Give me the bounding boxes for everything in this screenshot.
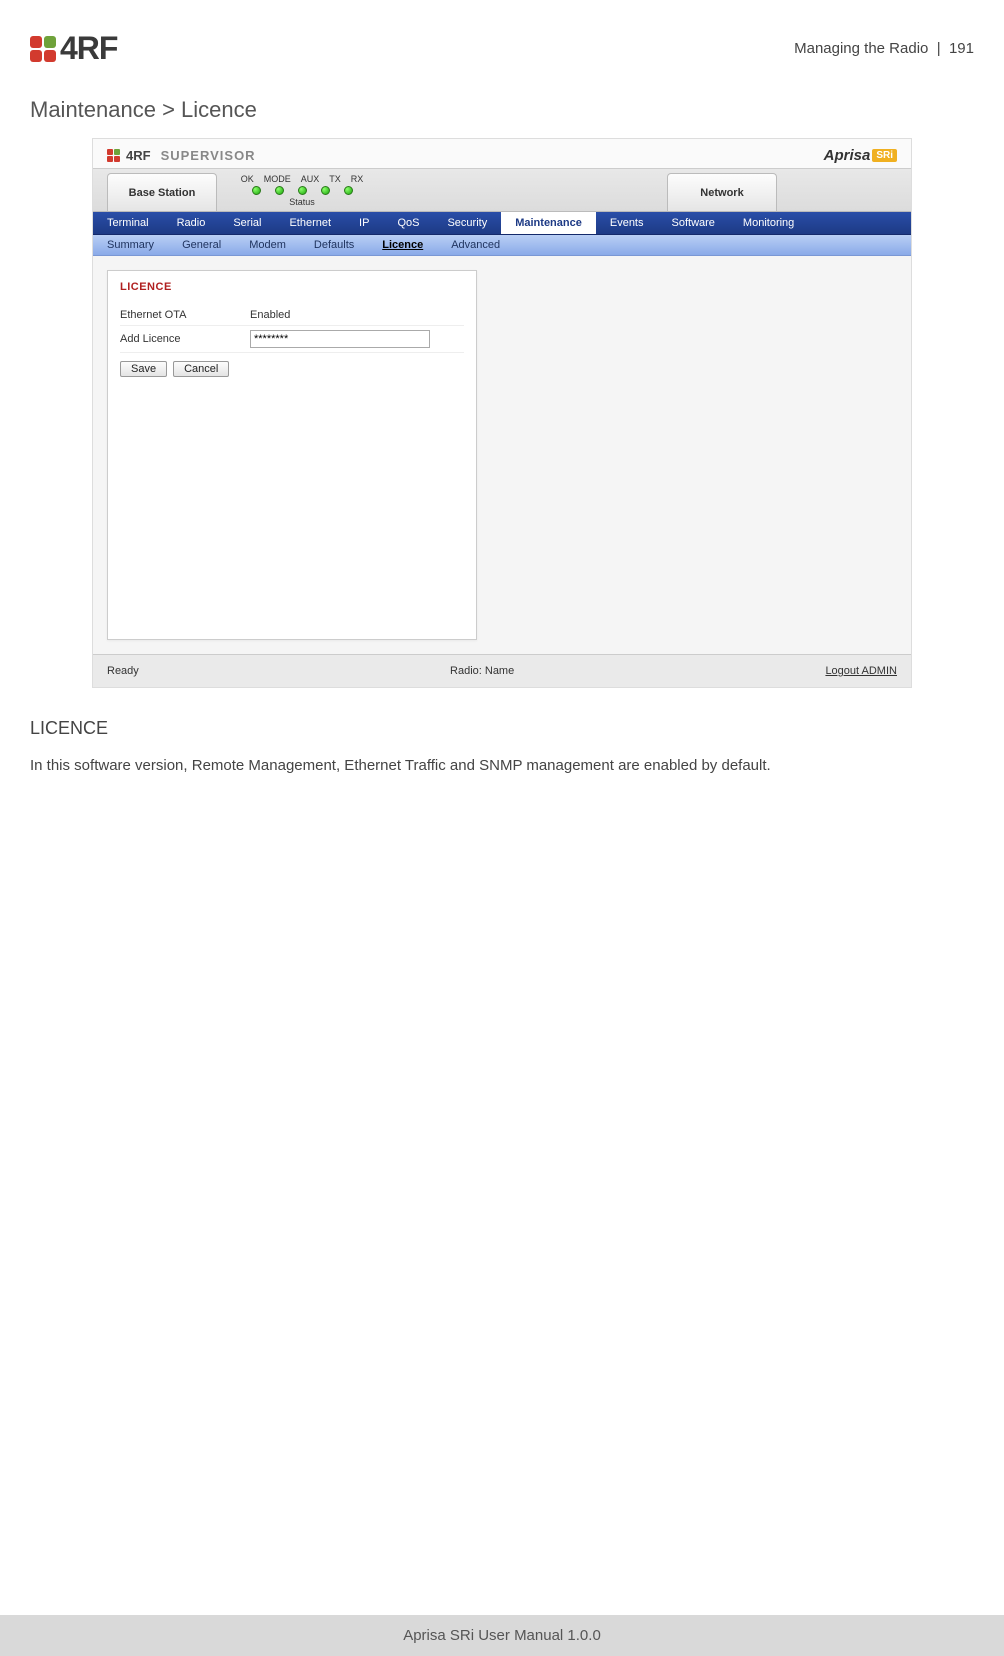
row-add-licence: Add Licence [120,326,464,353]
led-label: TX [329,174,341,184]
nav-primary-item[interactable]: Software [658,212,729,234]
nav-primary-item[interactable]: Events [596,212,658,234]
input-add-licence[interactable] [250,330,430,348]
footer-status: Ready [107,665,139,677]
value-ethernet-ota: Enabled [250,309,290,321]
tab-base-station[interactable]: Base Station [107,173,217,211]
led-icon [275,186,284,195]
ss-header: 4RF SUPERVISOR Aprisa SRi [93,139,911,168]
led-label: RX [351,174,364,184]
ss-logo-text: 4RF [126,148,151,163]
tab-network[interactable]: Network [667,173,777,211]
ss-supervisor-label: SUPERVISOR [161,148,256,163]
licence-panel: LICENCE Ethernet OTA Enabled Add Licence… [107,270,477,640]
led-icon [252,186,261,195]
nav-primary-item[interactable]: Maintenance [501,212,596,234]
ss-body: LICENCE Ethernet OTA Enabled Add Licence… [93,256,911,654]
nav-primary-item[interactable]: Terminal [93,212,163,234]
nav-primary-item[interactable]: Ethernet [275,212,345,234]
nav-primary: TerminalRadioSerialEthernetIPQoSSecurity… [93,212,911,235]
header-separator: | [937,40,941,57]
nav-secondary: SummaryGeneralModemDefaultsLicenceAdvanc… [93,235,911,256]
page-footer: Aprisa SRi User Manual 1.0.0 [0,1615,1004,1656]
nav-secondary-item[interactable]: Modem [235,235,300,255]
nav-secondary-item[interactable]: Advanced [437,235,514,255]
logout-link[interactable]: Logout ADMIN [825,665,897,677]
ss-logo: 4RF SUPERVISOR [107,148,256,163]
nav-primary-item[interactable]: Radio [163,212,220,234]
cancel-button[interactable]: Cancel [173,361,229,377]
save-button[interactable]: Save [120,361,167,377]
header-page-number: 191 [949,40,974,57]
nav-primary-item[interactable]: Monitoring [729,212,808,234]
nav-primary-item[interactable]: IP [345,212,383,234]
body-text: In this software version, Remote Managem… [30,754,974,777]
ss-product-label: Aprisa SRi [824,147,897,164]
section-heading: LICENCE [30,718,974,739]
led-icon [344,186,353,195]
status-leds: OK MODE AUX TX RX Status [217,169,387,211]
breadcrumb: Maintenance > Licence [30,97,974,123]
led-icon [321,186,330,195]
button-row: Save Cancel [120,361,464,377]
led-label: OK [241,174,254,184]
led-label: AUX [301,174,320,184]
footer-radio: Radio: Name [450,665,514,677]
nav-primary-item[interactable]: QoS [383,212,433,234]
panel-title: LICENCE [120,281,464,293]
nav-secondary-item[interactable]: Licence [368,235,437,255]
logo-icon [30,36,56,62]
page-header: 4RF Managing the Radio | 191 [30,20,974,87]
label-ethernet-ota: Ethernet OTA [120,309,240,321]
header-section: Managing the Radio [794,40,928,57]
supervisor-screenshot: 4RF SUPERVISOR Aprisa SRi Base Station O… [92,138,912,688]
led-label: MODE [264,174,291,184]
aprisa-text: Aprisa [824,147,871,164]
nav-secondary-item[interactable]: Summary [93,235,168,255]
nav-primary-item[interactable]: Security [433,212,501,234]
nav-primary-item[interactable]: Serial [219,212,275,234]
status-row: Base Station OK MODE AUX TX RX Status Networ… [93,168,911,212]
status-label: Status [289,197,315,207]
ss-logo-icon [107,149,120,162]
logo-4rf: 4RF [30,30,117,67]
header-right: Managing the Radio | 191 [794,40,974,57]
logo-text: 4RF [60,30,117,67]
row-ethernet-ota: Ethernet OTA Enabled [120,305,464,326]
ss-footer: Ready Radio: Name Logout ADMIN [93,654,911,687]
label-add-licence: Add Licence [120,333,240,345]
sri-badge: SRi [872,149,897,162]
nav-secondary-item[interactable]: Defaults [300,235,368,255]
nav-secondary-item[interactable]: General [168,235,235,255]
led-icon [298,186,307,195]
